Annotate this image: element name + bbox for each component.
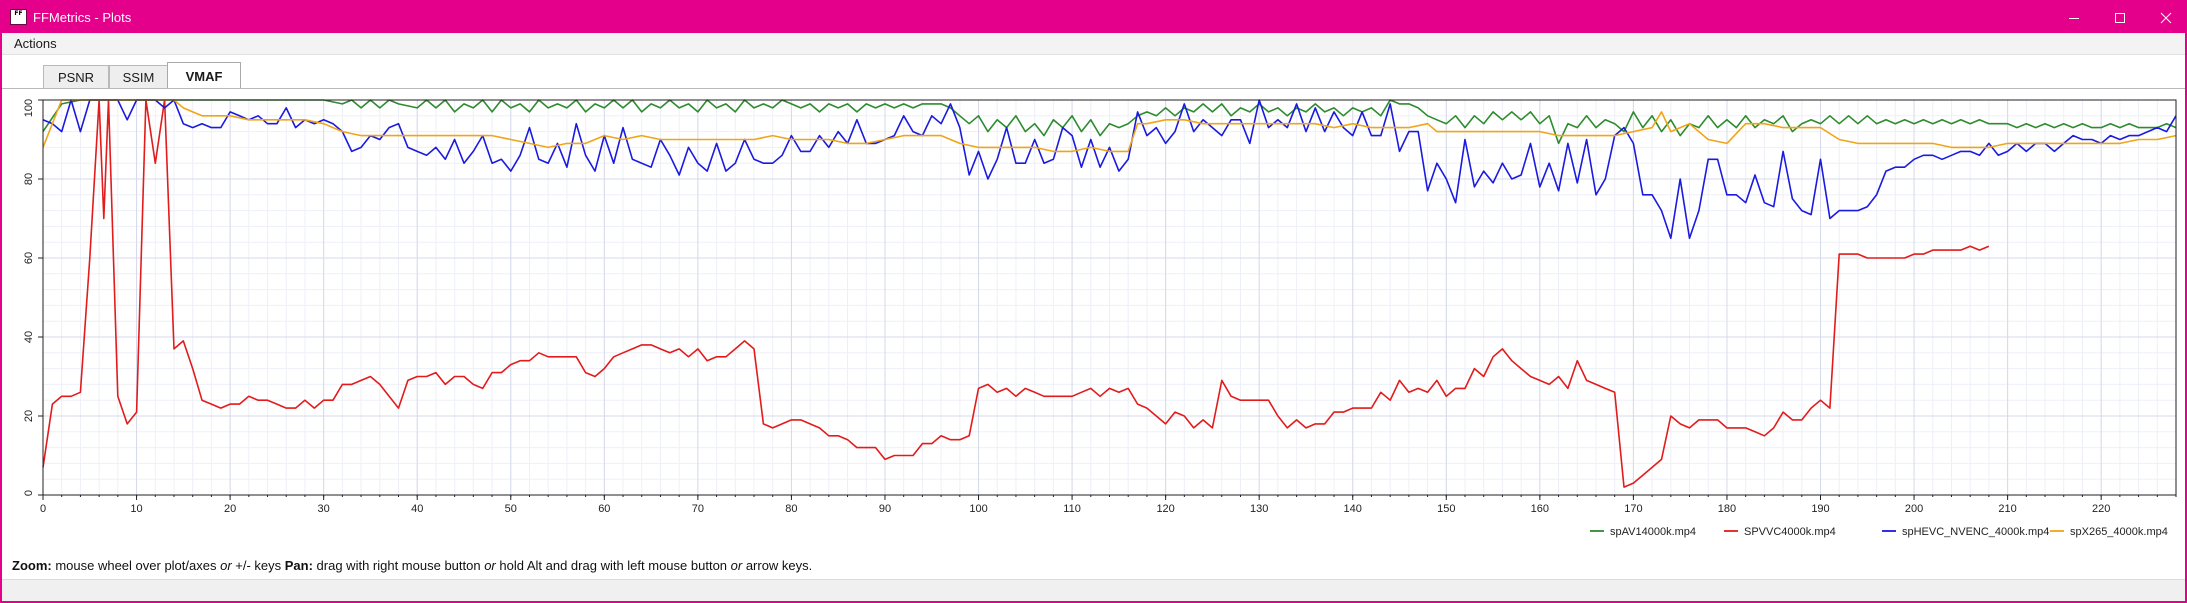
series-line-1 [42, 99, 1990, 488]
series-line-2 [42, 99, 2177, 240]
tab-panel-border [2, 88, 2185, 89]
legend[interactable]: spAV14000k.mp4 SPVVC4000k.mp4 spHEVC_NVENC… [1590, 526, 2168, 538]
minimize-button[interactable] [2051, 2, 2097, 33]
x-tick-label: 200 [1905, 503, 1923, 515]
x-tick-label: 90 [879, 503, 891, 515]
window-title: FFMetrics - Plots [33, 10, 132, 25]
menu-actions[interactable]: Actions [14, 36, 57, 51]
series-layer [42, 99, 2177, 488]
y-tick-label: 60 [23, 252, 35, 264]
status-bar [2, 579, 2185, 601]
x-tick-label: 120 [1156, 503, 1174, 515]
vmaf-plot[interactable]: 0 10 20 30 40 50 60 70 80 90 100 110 120 130 140 150 160… [2, 89, 2185, 549]
x-tick-label: 80 [785, 503, 797, 515]
x-tick-label: 30 [318, 503, 330, 515]
y-tick-label: 0 [23, 490, 35, 496]
maximize-icon [2115, 12, 2125, 23]
x-tick-label: 110 [1063, 503, 1081, 515]
title-bar[interactable]: FF FFMetrics - Plots [2, 2, 2185, 33]
menu-bar: Actions [2, 33, 2185, 55]
metric-tabs: PSNR SSIM VMAF [2, 55, 2185, 89]
legend-label-2[interactable]: spHEVC_NVENC_4000k.mp4 [1902, 526, 2049, 538]
pan-label: Pan: [284, 558, 313, 573]
pan-or-2: or [730, 558, 743, 573]
close-icon [2160, 12, 2172, 23]
tab-ssim[interactable]: SSIM [109, 65, 168, 88]
x-tick-label: 10 [130, 503, 142, 515]
ffmetrics-app-icon[interactable]: FF [10, 9, 27, 25]
vmaf-chart-svg[interactable]: 0 10 20 30 40 50 60 70 80 90 100 110 120 130 140 150 160… [2, 89, 2185, 549]
pan-or-1: or [484, 558, 496, 573]
pan-text-3: arrow keys. [742, 558, 813, 573]
maximize-button[interactable] [2097, 2, 2143, 33]
x-tick-label: 0 [40, 503, 46, 515]
pan-text-1: drag with right mouse button [312, 558, 485, 573]
tab-vmaf[interactable]: VMAF [167, 62, 241, 89]
app-icon-glyph: FF [14, 10, 23, 17]
x-tick-label: 130 [1250, 503, 1268, 515]
series-line-0 [42, 99, 2177, 145]
y-tick-label: 20 [23, 410, 35, 422]
x-tick-label: 220 [2092, 503, 2110, 515]
x-tick-label: 210 [1998, 503, 2016, 515]
minimize-icon [2069, 17, 2079, 19]
y-tick-label: 80 [23, 173, 35, 185]
x-tick-label: 100 [969, 503, 987, 515]
x-tick-label: 160 [1531, 503, 1549, 515]
x-tick-label: 170 [1624, 503, 1642, 515]
y-tick-label: 40 [23, 331, 35, 343]
legend-label-1[interactable]: SPVVC4000k.mp4 [1744, 526, 1836, 538]
x-tick-label: 190 [1811, 503, 1829, 515]
x-tick-label: 50 [505, 503, 517, 515]
x-tick-label: 140 [1344, 503, 1362, 515]
minor-grid [42, 99, 2177, 496]
x-tick-label: 150 [1437, 503, 1455, 515]
zoom-text-2: +/- keys [231, 558, 285, 573]
zoom-label: Zoom: [12, 558, 52, 573]
series-line-3 [42, 99, 2177, 153]
legend-label-0[interactable]: spAV14000k.mp4 [1610, 526, 1696, 538]
x-tick-label: 20 [224, 503, 236, 515]
help-text: Zoom: mouse wheel over plot/axes or +/- … [12, 558, 812, 573]
close-button[interactable] [2143, 2, 2187, 33]
x-tick-label: 60 [598, 503, 610, 515]
x-tick-label: 70 [692, 503, 704, 515]
zoom-text-1: mouse wheel over plot/axes [51, 558, 221, 573]
pan-text-2: hold Alt and drag with left mouse button [495, 558, 731, 573]
x-tick-label: 40 [411, 503, 423, 515]
x-tick-label: 180 [1718, 503, 1736, 515]
zoom-or: or [220, 558, 232, 573]
axes-layer: 0 10 20 30 40 50 60 70 80 90 100 110 120 130 140 150 160… [23, 99, 2177, 515]
tab-psnr[interactable]: PSNR [43, 65, 109, 88]
legend-label-3[interactable]: spX265_4000k.mp4 [2070, 526, 2168, 538]
y-tick-label: 100 [23, 99, 35, 117]
